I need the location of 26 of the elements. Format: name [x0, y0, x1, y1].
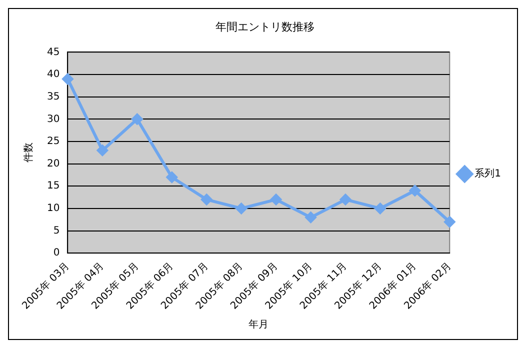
y-tick-label: 20	[46, 158, 60, 170]
point	[96, 144, 108, 156]
point	[62, 73, 74, 84]
y-tick-label: 0	[53, 248, 60, 259]
x-axis-title: 年月	[248, 318, 269, 331]
chart-title: 年間エントリ数推移	[216, 20, 314, 34]
y-tick-label: 45	[46, 46, 60, 58]
point	[340, 194, 351, 206]
y-axis-title: 件数	[24, 142, 35, 163]
y-tick-label: 15	[46, 180, 60, 192]
y-tick-label: 10	[46, 203, 60, 214]
point	[201, 194, 212, 206]
y-tick-label: 5	[53, 225, 60, 236]
point	[236, 202, 247, 214]
y-tick-label: 35	[46, 91, 60, 102]
legend-label: 系列1	[474, 168, 502, 180]
point	[270, 194, 282, 206]
point	[444, 216, 456, 228]
point	[374, 202, 386, 214]
point	[305, 212, 316, 223]
y-tick-label: 40	[46, 69, 60, 80]
point	[166, 172, 178, 183]
y-tick-label: 30	[46, 114, 60, 125]
point	[409, 185, 420, 196]
y-tick-label: 25	[46, 136, 60, 148]
point	[132, 114, 143, 125]
